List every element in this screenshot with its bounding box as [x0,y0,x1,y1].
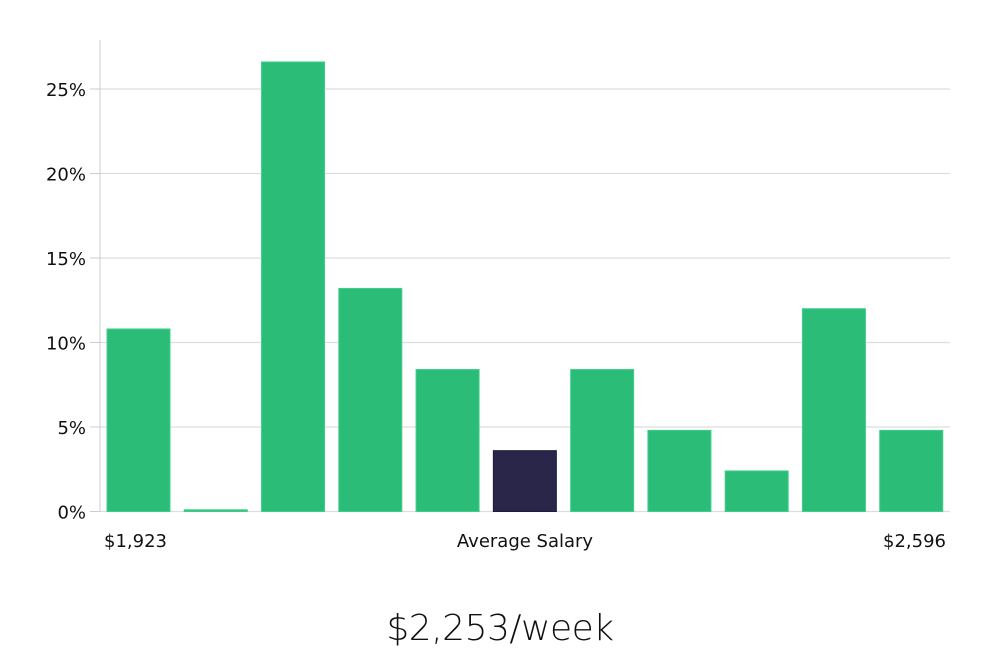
bar [879,429,944,513]
bar [183,509,248,512]
y-tick-label: 5% [57,418,86,439]
y-tick-label: 10% [46,334,86,355]
bar [106,328,171,513]
y-tick-label: 15% [46,249,86,270]
average-salary-caption: $2,253/week [386,608,614,649]
y-tick-label: 25% [46,80,86,101]
bar [801,308,866,513]
bar [647,429,712,513]
bar [261,61,326,513]
bar [724,470,789,513]
y-tick-label: 0% [57,503,86,524]
x-max-label: $2,596 [883,531,946,552]
x-min-label: $1,923 [104,531,167,552]
bar-highlighted [492,450,557,513]
bars [106,61,944,513]
x-axis-title: Average Salary [457,531,594,552]
y-axis: 0% 5% 10% 15% 20% 25% [46,40,101,524]
y-tick-label: 20% [46,165,86,186]
bar [338,287,403,513]
bar [570,369,635,513]
bar [415,369,480,513]
